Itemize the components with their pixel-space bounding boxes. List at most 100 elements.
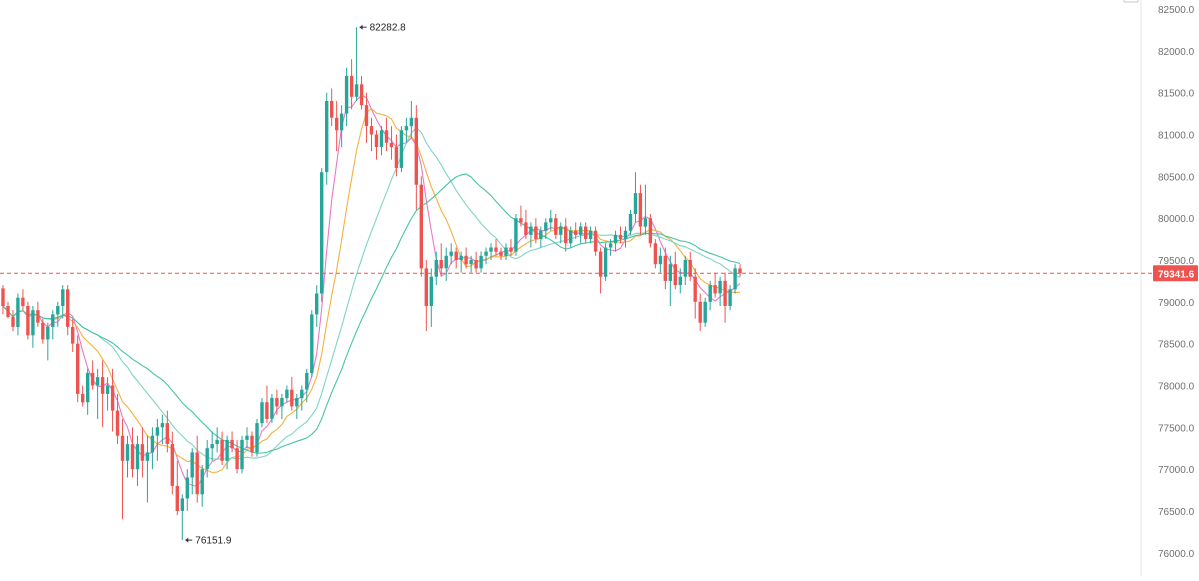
candle[interactable] [56,301,60,327]
candle[interactable] [110,368,115,432]
candle[interactable] [16,293,20,336]
candle[interactable] [728,285,732,311]
candle[interactable] [330,88,334,127]
candle[interactable] [195,435,199,503]
candle[interactable] [135,435,140,486]
candle[interactable] [165,410,169,453]
candle[interactable] [90,360,95,390]
candle[interactable] [394,134,399,177]
candle[interactable] [290,377,294,411]
candle[interactable] [439,243,443,277]
candle[interactable] [120,419,125,520]
candle[interactable] [703,297,707,327]
candle[interactable] [21,289,25,311]
candle[interactable] [444,247,448,281]
candle[interactable] [379,126,384,156]
candle[interactable] [76,335,80,403]
candle[interactable] [584,222,588,244]
candle[interactable] [225,435,229,470]
candle[interactable] [519,205,523,227]
corner-button[interactable] [1123,0,1139,3]
candle[interactable] [494,239,498,256]
candle[interactable] [464,247,468,269]
candle[interactable] [459,251,463,273]
candle[interactable] [663,247,667,290]
candle[interactable] [1,285,5,315]
candle[interactable] [300,385,304,411]
candle[interactable] [145,435,150,503]
candle[interactable] [399,126,404,173]
candle[interactable] [175,460,179,516]
candle[interactable] [499,247,503,261]
candle[interactable] [210,431,214,461]
candle[interactable] [579,222,583,244]
candle[interactable] [354,27,359,101]
candle[interactable] [349,59,354,110]
candle[interactable] [514,214,518,256]
candle[interactable] [180,494,184,541]
candle[interactable] [359,75,364,110]
candle[interactable] [479,251,483,273]
candle[interactable] [280,393,284,419]
candle[interactable] [683,255,687,286]
candle[interactable] [608,239,613,256]
candle[interactable] [708,280,712,311]
candle[interactable] [125,435,130,478]
candle[interactable] [574,222,578,240]
candle[interactable] [534,218,538,244]
candle[interactable] [46,322,50,361]
candle[interactable] [588,226,593,244]
candle[interactable] [315,285,319,327]
candle[interactable] [86,368,90,415]
candle[interactable] [633,172,638,223]
candle[interactable] [115,393,120,445]
candle[interactable] [544,218,548,240]
candle[interactable] [305,368,309,403]
candle[interactable] [449,243,453,265]
candle[interactable] [230,431,234,453]
candle[interactable] [310,310,314,378]
candle[interactable] [554,214,558,240]
candle[interactable] [255,419,259,457]
candle[interactable] [31,306,35,348]
candle[interactable] [335,101,339,152]
candle[interactable] [364,92,369,143]
candle[interactable] [569,226,573,248]
candle[interactable] [155,419,160,461]
candle[interactable] [140,427,145,478]
candle[interactable] [668,255,672,306]
candle[interactable] [529,222,533,248]
candle[interactable] [285,385,289,403]
candle[interactable] [618,226,623,244]
candle[interactable] [653,239,658,269]
candle[interactable] [414,105,418,210]
candle[interactable] [524,209,528,240]
candle[interactable] [295,393,299,419]
candle[interactable] [205,439,209,478]
candle[interactable] [613,230,618,252]
candle[interactable] [723,272,727,323]
candle[interactable] [200,465,204,507]
candle[interactable] [26,301,30,340]
candle[interactable] [100,360,105,428]
candle[interactable] [369,117,374,152]
candle[interactable] [598,247,603,294]
candle[interactable] [95,368,100,419]
candle[interactable] [130,427,135,478]
candle[interactable] [105,377,110,411]
candle[interactable] [235,439,239,474]
candle[interactable] [638,184,643,235]
candle[interactable] [190,448,194,495]
candle[interactable] [170,431,174,495]
candle[interactable] [559,222,563,244]
candle[interactable] [384,117,389,152]
candle[interactable] [215,427,219,453]
candle[interactable] [688,251,692,281]
candle[interactable] [220,431,224,466]
candle[interactable] [484,247,488,265]
candle[interactable] [250,431,254,457]
candle[interactable] [344,67,349,127]
candle[interactable] [698,293,702,332]
